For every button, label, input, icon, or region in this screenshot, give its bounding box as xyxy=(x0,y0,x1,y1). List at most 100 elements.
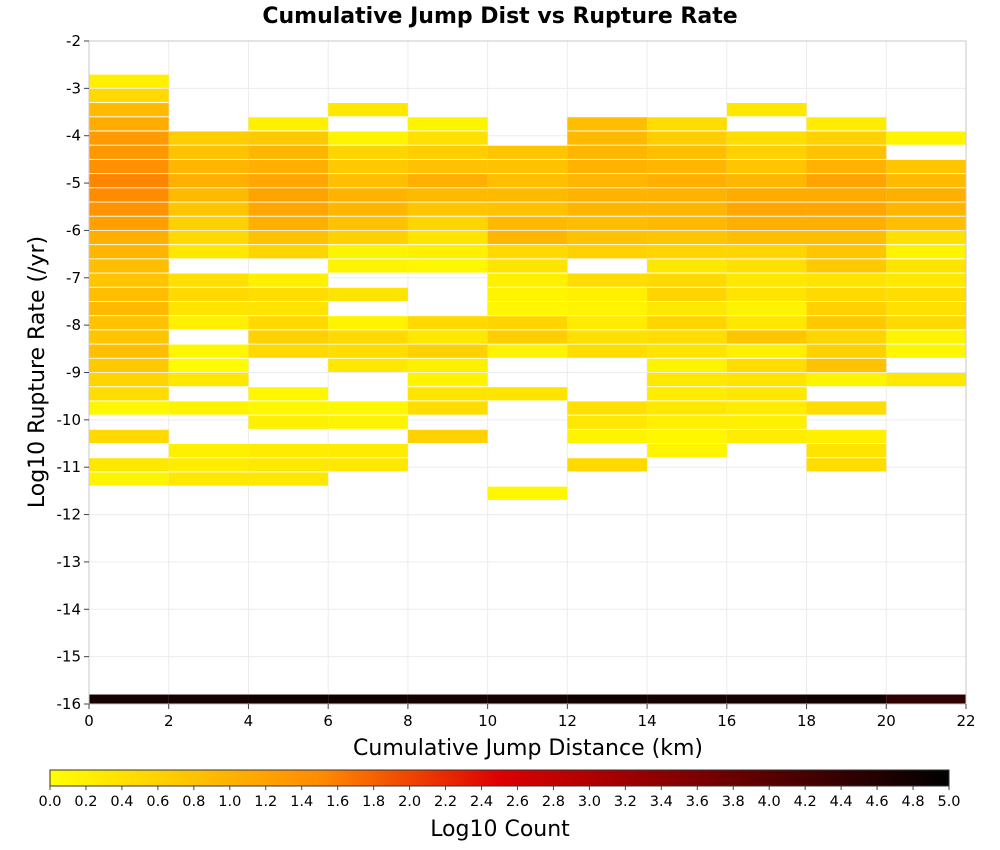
heatmap-cell xyxy=(726,216,807,230)
x-tick-label: 8 xyxy=(403,712,413,730)
heatmap-cell xyxy=(726,301,807,316)
y-tick-label: -16 xyxy=(57,695,82,713)
heatmap-cell xyxy=(407,145,488,159)
heatmap-cell xyxy=(567,230,648,245)
heatmap-cell xyxy=(806,117,887,131)
heatmap-cell xyxy=(647,358,727,373)
heatmap-cell xyxy=(726,358,807,373)
heatmap-cell xyxy=(89,429,169,444)
heatmap-cell xyxy=(647,245,727,259)
baseline-cell xyxy=(168,694,249,704)
heatmap-cell xyxy=(726,415,807,429)
heatmap-cell xyxy=(89,273,169,287)
heatmap-cell xyxy=(647,188,727,202)
heatmap-cell xyxy=(168,131,249,145)
heatmap-cell xyxy=(806,372,887,387)
heatmap-cell xyxy=(89,301,169,316)
heatmap-cell xyxy=(886,245,966,259)
x-tick-label: 14 xyxy=(638,712,657,730)
heatmap-cell xyxy=(726,344,807,358)
heatmap-cell xyxy=(168,287,249,301)
heatmap-cell xyxy=(168,216,249,230)
heatmap-cell xyxy=(328,103,408,117)
heatmap-cell xyxy=(328,330,408,344)
heatmap-cell xyxy=(487,245,568,259)
heatmap-cell xyxy=(647,174,727,188)
y-tick-label: -15 xyxy=(57,648,82,666)
heatmap-cell xyxy=(806,131,887,145)
heatmap-cell xyxy=(248,401,329,415)
heatmap-cell xyxy=(248,174,329,188)
heatmap-cell xyxy=(248,131,329,145)
heatmap-cell xyxy=(567,344,648,358)
baseline-cell xyxy=(647,694,727,704)
y-tick-label: -12 xyxy=(57,506,82,524)
colorbar-tick-label: 4.2 xyxy=(794,794,817,810)
heatmap-cell xyxy=(487,301,568,316)
heatmap-cell xyxy=(248,287,329,301)
heatmap-cell xyxy=(886,316,966,330)
heatmap-cell xyxy=(886,259,966,273)
heatmap-cell xyxy=(248,344,329,358)
heatmap-cell xyxy=(487,316,568,330)
heatmap-cell xyxy=(487,159,568,174)
heatmap-cell xyxy=(567,316,648,330)
heatmap-cell xyxy=(168,202,249,216)
heatmap-cell xyxy=(487,344,568,358)
colorbar-tick-label: 0.6 xyxy=(146,794,169,810)
heatmap-cell xyxy=(567,145,648,159)
colorbar-tick-label: 3.0 xyxy=(578,794,601,810)
heatmap-cell xyxy=(328,230,408,245)
baseline-cell xyxy=(806,694,887,704)
heatmap-cell xyxy=(407,131,488,145)
heatmap-cell xyxy=(726,245,807,259)
heatmap-cell xyxy=(647,344,727,358)
heatmap-cell xyxy=(168,245,249,259)
colorbar-tick-label: 3.2 xyxy=(614,794,637,810)
chart-title: Cumulative Jump Dist vs Rupture Rate xyxy=(262,4,737,29)
heatmap-cell xyxy=(407,387,488,401)
heatmap-cell xyxy=(168,230,249,245)
heatmap-cells xyxy=(89,74,966,500)
heatmap-cell xyxy=(806,245,887,259)
heatmap-cell xyxy=(89,316,169,330)
heatmap-cell xyxy=(328,216,408,230)
heatmap-cell xyxy=(328,174,408,188)
heatmap-cell xyxy=(647,259,727,273)
heatmap-cell xyxy=(89,88,169,103)
baseline-cell xyxy=(886,694,966,704)
heatmap-cell xyxy=(726,330,807,344)
y-tick-label: -2 xyxy=(66,32,81,50)
heatmap-cell xyxy=(567,458,648,472)
heatmap-cell xyxy=(248,301,329,316)
colorbar-tick-label: 1.6 xyxy=(326,794,349,810)
heatmap-cell xyxy=(89,145,169,159)
heatmap-cell xyxy=(407,202,488,216)
colorbar-tick-label: 3.8 xyxy=(722,794,745,810)
heatmap-cell xyxy=(168,458,249,472)
heatmap-cell xyxy=(248,387,329,401)
heatmap-cell xyxy=(806,259,887,273)
heatmap-cell xyxy=(567,415,648,429)
heatmap-cell xyxy=(567,245,648,259)
heatmap-cell xyxy=(726,174,807,188)
heatmap-cell xyxy=(647,387,727,401)
heatmap-cell xyxy=(328,344,408,358)
heatmap-cell xyxy=(168,145,249,159)
colorbar-tick-label: 3.4 xyxy=(650,794,673,810)
heatmap-cell xyxy=(487,486,568,500)
heatmap-cell xyxy=(647,131,727,145)
heatmap-cell xyxy=(248,415,329,429)
heatmap-cell xyxy=(168,188,249,202)
colorbar-tick-label: 2.2 xyxy=(434,794,457,810)
plot-area xyxy=(88,40,967,705)
heatmap-cell xyxy=(806,358,887,373)
heatmap-cell xyxy=(407,159,488,174)
colorbar-gradient xyxy=(49,769,950,787)
x-tick-label: 16 xyxy=(717,712,736,730)
heatmap-cell xyxy=(567,301,648,316)
heatmap-cell xyxy=(248,145,329,159)
heatmap-cell xyxy=(407,372,488,387)
heatmap-cell xyxy=(726,131,807,145)
colorbar-tick-label: 4.6 xyxy=(866,794,889,810)
